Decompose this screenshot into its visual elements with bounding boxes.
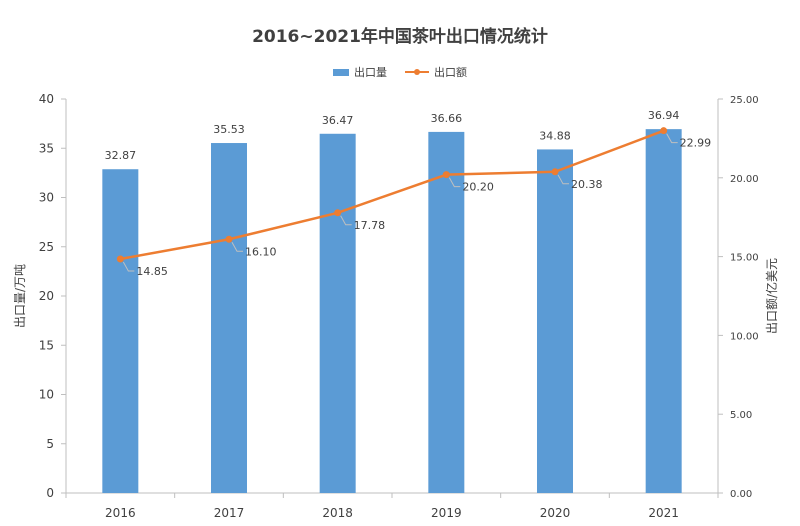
chart-title: 2016~2021年中国茶叶出口情况统计 — [252, 27, 548, 47]
y-tick-left-label: 20 — [39, 289, 54, 303]
y-tick-right-label: 5.00 — [730, 410, 752, 421]
y-tick-left-label: 5 — [46, 437, 54, 451]
bar-export-volume — [102, 169, 139, 493]
x-tick-label: 2017 — [214, 506, 245, 520]
bar-value-label: 32.87 — [105, 149, 137, 162]
y-tick-left-label: 30 — [39, 191, 54, 205]
line-value-label: 22.99 — [680, 137, 712, 150]
legend-label-value: 出口额 — [434, 66, 467, 79]
x-tick-label: 2019 — [431, 506, 462, 520]
bar-value-label: 36.47 — [322, 114, 354, 127]
x-tick-label: 2021 — [648, 506, 679, 520]
line-label-leader — [666, 133, 678, 144]
bar-export-volume — [319, 133, 356, 493]
bar-export-volume — [537, 149, 573, 493]
line-point-export-value — [442, 171, 450, 179]
bar-value-label: 36.94 — [648, 109, 680, 122]
line-label-leader — [448, 177, 461, 188]
line-value-label: 17.78 — [354, 219, 386, 232]
line-point-export-value — [116, 255, 124, 263]
y-tick-left-label: 15 — [39, 338, 54, 352]
line-export-value — [120, 129, 665, 261]
line-label-leader — [231, 242, 243, 252]
y-axis-left-title: 出口量/万吨 — [13, 264, 27, 328]
x-tick-label: 2018 — [322, 506, 353, 520]
bar-value-label: 35.53 — [213, 123, 245, 136]
line-label-leader — [340, 215, 352, 226]
line-value-label: 20.38 — [571, 178, 603, 191]
y-tick-left-label: 25 — [39, 240, 54, 254]
legend-swatch-volume — [333, 68, 349, 76]
line-point-export-value — [660, 127, 668, 135]
legend-item-volume: 出口量 — [333, 64, 387, 80]
line-value-label: 20.20 — [462, 181, 494, 194]
line-point-export-value — [334, 209, 342, 217]
y-tick-right-label: 20.00 — [730, 174, 759, 185]
line-value-label: 16.10 — [245, 245, 277, 258]
legend-label-volume: 出口量 — [354, 66, 387, 79]
legend: 出口量 出口额 — [0, 64, 800, 80]
line-label-leader — [122, 261, 135, 272]
bar-export-volume — [428, 131, 465, 494]
bar-value-label: 36.66 — [431, 112, 463, 125]
line-label-leader — [557, 174, 569, 185]
y-tick-left-label: 10 — [39, 388, 54, 402]
y-tick-right-label: 15.00 — [730, 253, 759, 264]
y-tick-left-label: 35 — [39, 141, 54, 155]
x-tick-label: 2020 — [540, 506, 571, 520]
bar-export-volume — [211, 143, 247, 494]
line-point-export-value — [225, 235, 233, 243]
y-tick-left-label: 0 — [46, 486, 54, 500]
y-tick-right-label: 10.00 — [730, 331, 759, 342]
x-tick-label: 2016 — [105, 506, 136, 520]
y-tick-left-label: 40 — [39, 92, 54, 106]
line-value-label: 14.85 — [136, 265, 168, 278]
legend-item-value: 出口额 — [405, 64, 467, 80]
legend-swatch-value — [405, 69, 429, 75]
y-tick-right-label: 0.00 — [730, 489, 752, 500]
bar-export-volume — [645, 129, 682, 494]
y-tick-right-label: 25.00 — [730, 95, 759, 106]
y-axis-right-title: 出口额/亿美元 — [764, 258, 779, 334]
bar-value-label: 34.88 — [539, 129, 571, 142]
line-point-export-value — [551, 168, 559, 176]
